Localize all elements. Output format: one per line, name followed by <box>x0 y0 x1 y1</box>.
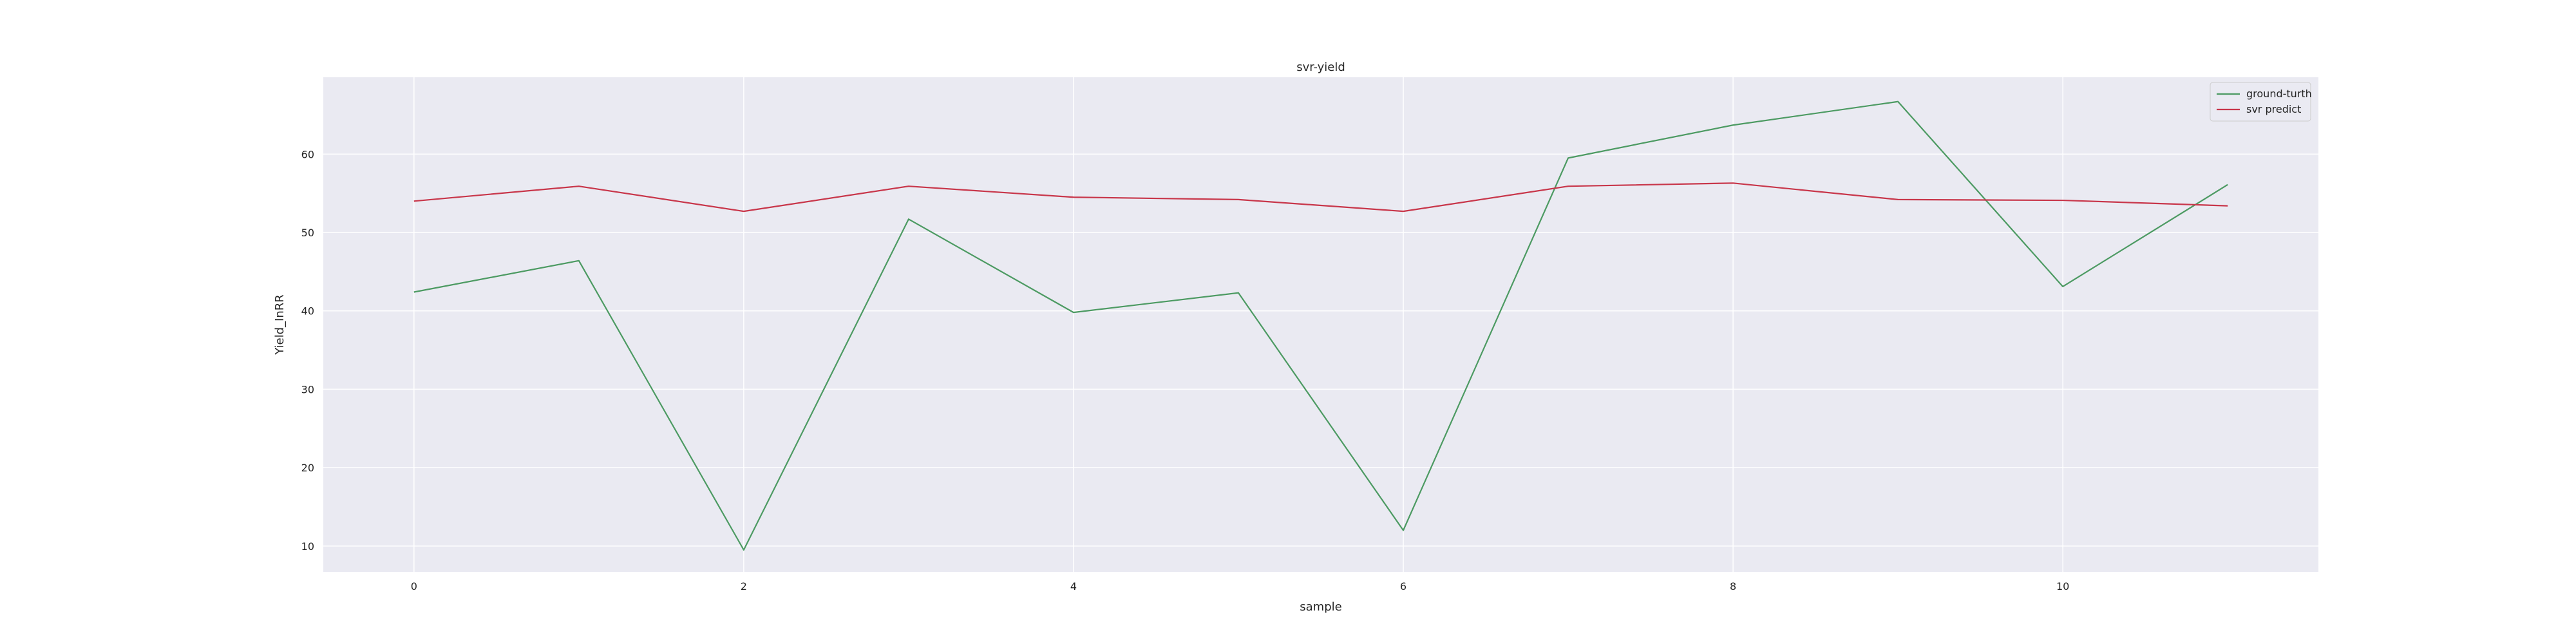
y-tick-label: 50 <box>301 227 314 239</box>
series-lines <box>413 100 2228 551</box>
grid-lines <box>323 77 2318 572</box>
y-tick-label: 40 <box>301 305 314 317</box>
x-tick-label: 4 <box>1070 580 1077 592</box>
legend-box <box>2210 82 2311 122</box>
series-line-ground-turth <box>413 100 2228 551</box>
x-tick-label: 6 <box>1400 580 1406 592</box>
series-line-svr-predict <box>413 182 2228 213</box>
y-tick-label: 10 <box>301 540 314 553</box>
x-axis-label: sample <box>1300 600 1341 614</box>
x-tick-label: 10 <box>2056 580 2069 592</box>
y-axis-label: Yield_InRR <box>273 294 287 355</box>
y-tick-label: 60 <box>301 148 314 160</box>
x-tick-label: 8 <box>1730 580 1736 592</box>
plot-area <box>323 77 2318 572</box>
chart-title: svr-yield <box>1296 61 1345 74</box>
x-tick-label: 2 <box>741 580 747 592</box>
x-tick-label: 0 <box>411 580 417 592</box>
tick-labels: 0 2 4 6 8 10 10 20 30 40 50 60 <box>301 148 2070 592</box>
legend-label: ground-turth <box>2246 88 2312 100</box>
y-tick-label: 30 <box>301 383 314 395</box>
legend-label: svr predict <box>2246 103 2301 115</box>
y-tick-label: 20 <box>301 462 314 474</box>
legend-items: ground-turth svr predict <box>2217 88 2312 115</box>
legend: ground-turth svr predict <box>2210 82 2312 122</box>
